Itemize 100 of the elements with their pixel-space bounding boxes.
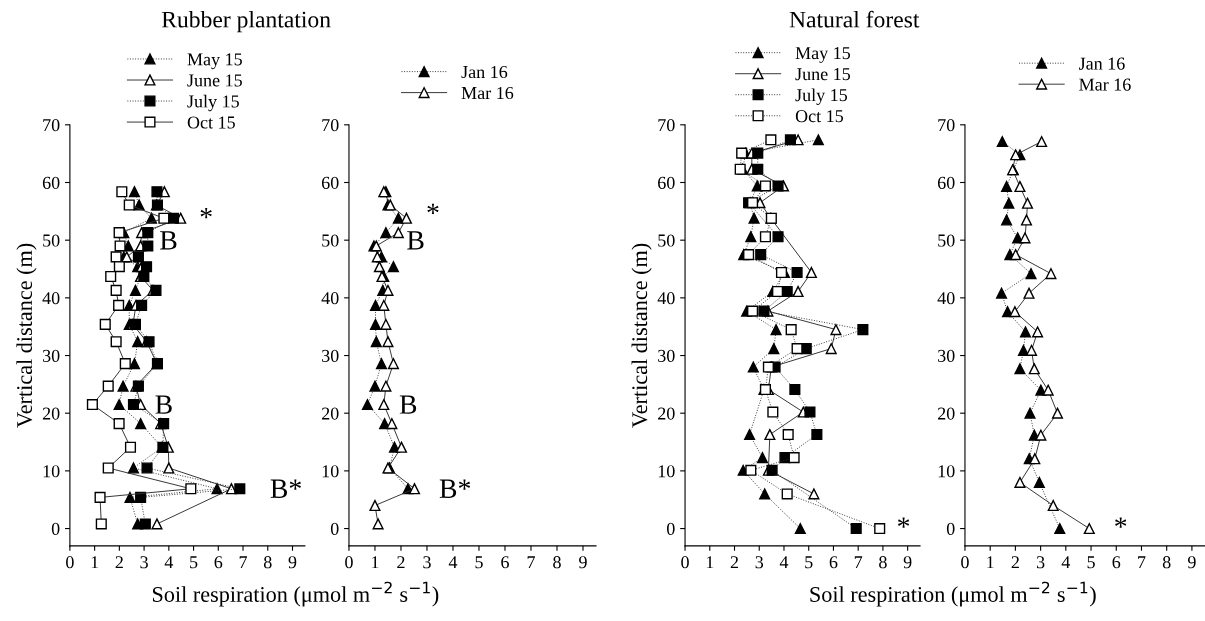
y-tick-label: 0	[51, 522, 60, 535]
y-tick-label: 0	[330, 522, 339, 535]
legend-label: Oct 15	[187, 116, 235, 129]
x-tick-label: 2	[1011, 556, 1019, 569]
y-tick-label: 40	[937, 292, 955, 305]
y-tick-label: 20	[321, 407, 339, 420]
x-tick-label: 5	[1087, 556, 1095, 569]
y-tick-label: 50	[322, 234, 339, 247]
x-tick-label: 4	[448, 556, 458, 569]
x-tick-label: 2	[115, 556, 123, 569]
y-tick-label: 30	[938, 349, 955, 362]
annotation: B*	[439, 479, 471, 498]
y-tick-label: 30	[42, 349, 60, 362]
y-tick-label: 70	[43, 119, 60, 132]
x-tick-label: 9	[288, 556, 297, 569]
y-tick-label: 0	[946, 522, 955, 535]
x-axis-title: Soil respiration (μmol m$^{−2}$ s$^{−1}$)	[152, 581, 439, 607]
x-tick-label: 0	[681, 556, 689, 569]
x-tick-label: 8	[553, 556, 561, 569]
y-tick-label: 20	[42, 407, 60, 420]
x-tick-label: 4	[779, 556, 789, 569]
y-tick-label: 40	[657, 292, 675, 305]
y-tick-label: 20	[937, 407, 955, 420]
x-tick-label: 3	[423, 556, 431, 569]
x-tick-label: 2	[397, 556, 405, 569]
legend-label: July 15	[187, 94, 239, 112]
chart-title: Natural forest	[789, 10, 920, 28]
legend-label: May 15	[795, 47, 851, 63]
annotation: *	[897, 517, 910, 528]
x-tick-label: 8	[1162, 556, 1171, 569]
x-tick-label: 1	[706, 556, 714, 569]
x-tick-label: 9	[579, 556, 587, 569]
x-tick-label: 3	[755, 556, 764, 569]
legend-label: July 15	[795, 88, 848, 105]
legend-label: Oct 15	[795, 110, 844, 123]
annotation: B	[155, 395, 172, 414]
x-tick-label: 0	[345, 556, 353, 569]
x-tick-label: 5	[475, 556, 483, 569]
y-tick-label: 30	[322, 349, 339, 362]
x-tick-label: 7	[239, 556, 248, 569]
x-tick-label: 5	[190, 556, 198, 569]
y-tick-label: 50	[43, 234, 60, 247]
legend-label: Mar 16	[461, 86, 514, 100]
annotation: B*	[270, 479, 301, 498]
x-tick-label: 1	[372, 556, 379, 569]
y-tick-label: 60	[658, 176, 675, 189]
legend-label: May 15	[187, 53, 242, 70]
chart-title: Rubber plantation	[161, 10, 331, 33]
x-tick-label: 9	[1187, 556, 1196, 569]
y-tick-label: 0	[666, 522, 675, 535]
legend-label: June 15	[795, 68, 851, 81]
y-tick-label: 60	[937, 176, 955, 189]
legend-label: Jan 16	[461, 65, 508, 79]
x-tick-label: 6	[214, 556, 223, 569]
x-tick-label: 3	[140, 556, 148, 569]
x-tick-label: 0	[66, 556, 74, 569]
y-tick-label: 40	[42, 292, 60, 305]
x-tick-label: 8	[263, 556, 272, 569]
x-tick-label: 6	[501, 556, 509, 569]
y-tick-label: 10	[658, 465, 675, 478]
x-tick-label: 6	[829, 556, 838, 569]
legend-label: Mar 16	[1079, 78, 1131, 91]
y-tick-label: 70	[322, 119, 339, 132]
y-tick-label: 10	[938, 465, 955, 478]
x-tick-label: 7	[527, 556, 535, 569]
annotation: *	[200, 208, 212, 219]
x-tick-label: 2	[730, 556, 739, 569]
x-tick-label: 4	[164, 556, 174, 569]
annotation: *	[1115, 517, 1127, 528]
x-tick-label: 9	[903, 556, 912, 569]
y-tick-label: 40	[321, 292, 339, 305]
y-tick-label: 10	[322, 465, 339, 478]
x-axis-title: Soil respiration (μmol m$^{−2}$ s$^{−1}$)	[810, 581, 1096, 607]
x-tick-label: 0	[961, 556, 969, 569]
y-tick-label: 70	[938, 119, 955, 132]
y-tick-label: 50	[658, 234, 675, 247]
x-tick-label: 3	[1036, 556, 1045, 569]
x-tick-label: 5	[805, 556, 813, 569]
x-tick-label: 6	[1112, 556, 1121, 569]
y-axis-title: Vertical distance (m)	[16, 243, 37, 428]
y-tick-label: 70	[658, 119, 675, 132]
x-tick-label: 8	[879, 556, 887, 569]
legend-label: June 15	[187, 74, 242, 87]
x-tick-label: 7	[854, 556, 863, 569]
annotation: B	[399, 395, 417, 414]
y-tick-label: 60	[42, 176, 60, 189]
y-tick-label: 20	[658, 407, 675, 420]
annotation: *	[427, 203, 439, 215]
y-tick-label: 10	[43, 465, 60, 478]
annotation: B	[160, 231, 177, 250]
annotation: B	[407, 231, 424, 250]
x-tick-label: 1	[91, 556, 99, 569]
y-tick-label: 50	[938, 234, 955, 247]
y-tick-label: 30	[658, 349, 675, 362]
y-tick-label: 60	[321, 176, 339, 189]
legend-label: Jan 16	[1079, 57, 1125, 70]
x-tick-label: 1	[987, 556, 994, 569]
x-tick-label: 4	[1061, 556, 1071, 569]
x-tick-label: 7	[1138, 556, 1146, 569]
y-axis-title: Vertical distance (m)	[631, 243, 652, 428]
